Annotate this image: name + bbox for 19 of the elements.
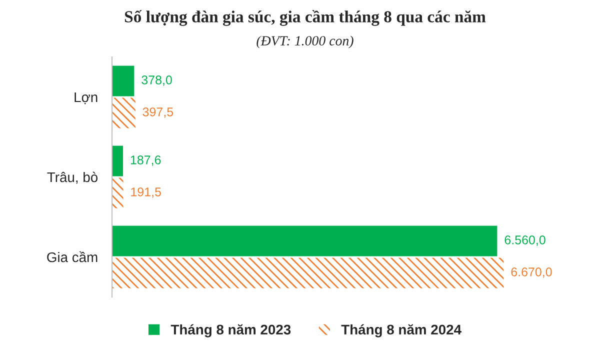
- data-label: 6.670,0: [511, 268, 552, 278]
- legend-label: Tháng 8 năm 2024: [341, 324, 462, 338]
- data-label: 191,5: [131, 188, 161, 198]
- data-label: 187,6: [130, 156, 161, 166]
- y-tick-label: Gia cầm: [47, 251, 98, 262]
- chart-title: Số lượng đàn gia súc, gia cầm tháng 8 qua các năm: [124, 10, 486, 26]
- y-tick-label: Trâu, bò: [47, 172, 98, 184]
- bar: [112, 66, 134, 96]
- data-label: 397,5: [142, 108, 174, 118]
- bar: [112, 146, 124, 176]
- bar: [112, 98, 136, 128]
- data-label: 378,0: [142, 76, 172, 86]
- data-label: 6.560,0: [504, 236, 546, 246]
- bar: [112, 226, 498, 256]
- y-tick-label: Lợn: [74, 92, 98, 104]
- bar: [112, 178, 124, 208]
- bar: [112, 258, 504, 288]
- chart-subtitle: (ĐVT: 1.000 con): [256, 36, 354, 48]
- legend-label: Tháng 8 năm 2023: [170, 324, 291, 338]
